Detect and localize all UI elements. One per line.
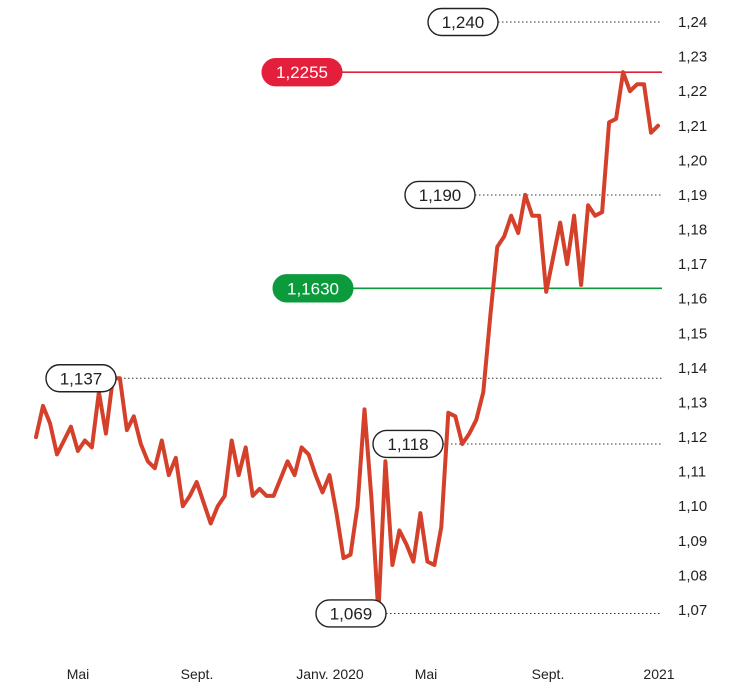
x-axis-ticks: Mai Sept. Janv. 2020 Mai Sept. 2021 [67,666,675,682]
annotation-label: 1,069 [315,599,387,628]
reference-labels: 1,2255 1,1630 [261,57,354,303]
y-tick-label: 1,23 [678,49,707,66]
exchange-rate-line [34,70,660,616]
reference-lines [302,71,662,290]
annotation-label: 1,118 [372,429,444,459]
annotation-label-bg [45,364,117,393]
annotation-label-bg [404,180,476,210]
y-tick-label: 1,11 [678,464,706,481]
y-tick-label: 1,13 [678,394,707,411]
annotation-label-text: 1,137 [60,369,103,388]
reference-label-bg [272,274,354,303]
y-tick-label: 1,18 [678,222,707,239]
y-tick-label: 1,12 [678,429,707,446]
annotation-leader-lines [116,21,662,614]
x-tick-label: Sept. [181,666,214,682]
x-tick-label: Mai [67,666,90,682]
annotation-label-bg [427,7,499,37]
annotation-label: 1,137 [45,364,117,393]
annotation-label-bg [372,429,444,459]
y-axis-ticks: 1,24 1,23 1,22 1,21 1,20 1,19 1,18 1,17 1,16 1,15… [678,14,707,619]
annotation-label-text: 1,240 [442,13,485,32]
annotation-label: 1,240 [427,7,499,37]
annotation-label-text: 1,069 [330,604,373,623]
y-tick-label: 1,22 [678,83,707,100]
reference-label-text: 1,2255 [276,63,328,82]
reference-label: 1,2255 [261,57,343,87]
y-tick-label: 1,16 [678,291,707,308]
y-tick-label: 1,14 [678,360,707,377]
x-tick-label: Janv. 2020 [296,666,364,682]
annotation-label-text: 1,118 [387,435,428,454]
y-tick-label: 1,15 [678,325,707,342]
y-tick-label: 1,09 [678,533,707,550]
y-tick-label: 1,20 [678,152,707,169]
y-tick-label: 1,17 [678,256,707,273]
y-tick-label: 1,08 [678,567,707,584]
reference-label-bg [261,57,343,87]
annotation-label: 1,190 [404,180,476,210]
y-tick-label: 1,07 [678,602,707,619]
y-tick-label: 1,19 [678,187,707,204]
annotation-labels: 1,240 1,190 1,137 1,118 1,069 [45,7,499,628]
x-tick-label: Mai [415,666,438,682]
annotation-label-bg [315,599,387,628]
x-tick-label: 2021 [643,666,674,682]
y-tick-label: 1,21 [678,118,707,135]
annotation-label-text: 1,190 [419,186,462,205]
x-tick-label: Sept. [532,666,565,682]
y-tick-label: 1,10 [678,498,707,515]
reference-label-text: 1,1630 [287,279,339,298]
reference-label: 1,1630 [272,274,354,303]
y-tick-label: 1,24 [678,14,707,31]
